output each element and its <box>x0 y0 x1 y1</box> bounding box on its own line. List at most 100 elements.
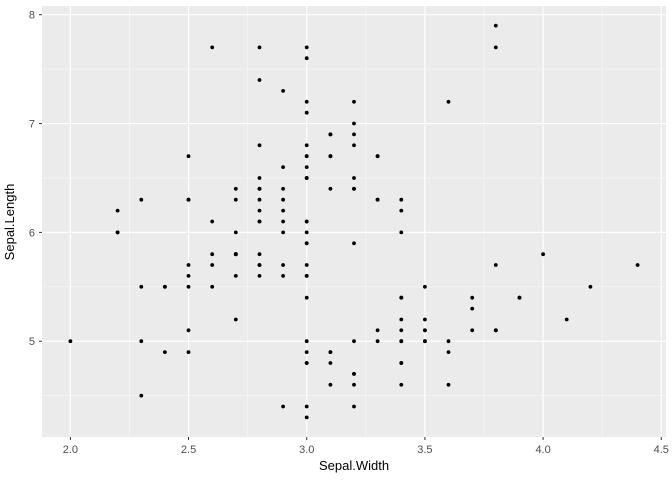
data-point <box>233 230 238 235</box>
data-point <box>423 339 427 344</box>
data-point <box>399 197 404 202</box>
data-point <box>68 339 73 344</box>
data-point <box>352 176 356 180</box>
data-point <box>186 263 191 267</box>
data-point <box>233 186 238 191</box>
data-point <box>352 382 356 387</box>
data-point <box>186 284 191 289</box>
data-point <box>375 328 380 333</box>
data-point <box>210 252 215 257</box>
data-point <box>281 404 285 409</box>
data-point <box>328 154 333 159</box>
data-point <box>210 263 215 267</box>
data-point <box>186 350 191 354</box>
data-point <box>304 295 309 300</box>
data-point <box>352 339 356 344</box>
data-point <box>304 274 309 278</box>
y-tick-label: 8 <box>29 10 35 22</box>
data-point <box>304 56 309 61</box>
data-point <box>352 99 356 104</box>
data-point <box>257 143 262 148</box>
data-point <box>281 208 285 213</box>
data-point <box>352 132 356 137</box>
data-point <box>328 186 333 191</box>
x-tick-label: 3.5 <box>417 444 432 456</box>
data-point <box>304 154 309 159</box>
data-point <box>517 295 522 300</box>
data-point <box>446 99 451 104</box>
data-point <box>399 295 404 300</box>
data-point <box>304 110 309 115</box>
data-point <box>399 230 404 235</box>
data-point <box>399 339 404 344</box>
data-point <box>257 45 262 50</box>
data-point <box>328 361 333 365</box>
data-point <box>635 263 640 267</box>
data-point <box>233 274 238 278</box>
data-point <box>257 219 262 224</box>
data-point <box>304 241 309 246</box>
data-point <box>257 274 262 278</box>
data-point <box>210 45 215 50</box>
data-point <box>139 197 144 202</box>
y-tick-label: 6 <box>29 227 35 239</box>
data-point <box>115 230 120 235</box>
x-tick-label: 4.0 <box>535 444 550 456</box>
data-point <box>446 382 451 387</box>
data-point <box>352 121 356 126</box>
data-point <box>257 263 262 267</box>
data-point <box>115 208 120 213</box>
data-point <box>186 328 191 333</box>
data-point <box>304 339 309 344</box>
data-point <box>375 154 380 159</box>
x-tick-label: 2.0 <box>63 444 78 456</box>
y-axis-label: Sepal.Length <box>2 184 17 261</box>
data-point <box>446 350 451 354</box>
data-point <box>588 284 593 289</box>
data-point <box>304 176 309 180</box>
data-point <box>352 143 356 148</box>
data-point <box>257 78 262 82</box>
data-point <box>399 317 404 322</box>
data-point <box>541 252 545 257</box>
data-point <box>304 404 309 409</box>
data-point <box>352 404 356 409</box>
data-point <box>257 252 262 257</box>
data-point <box>163 284 167 289</box>
data-point <box>281 165 285 170</box>
data-point <box>281 197 285 202</box>
data-point <box>186 197 191 202</box>
data-point <box>352 186 356 191</box>
data-point <box>281 186 285 191</box>
data-point <box>139 284 144 289</box>
data-point <box>423 284 427 289</box>
data-point <box>470 295 475 300</box>
data-point <box>304 415 309 420</box>
data-point <box>257 186 262 191</box>
data-point <box>233 252 238 257</box>
data-point <box>186 154 191 159</box>
data-point <box>399 361 404 365</box>
y-tick-label: 5 <box>29 336 35 348</box>
data-point <box>304 219 309 224</box>
data-point <box>281 263 285 267</box>
data-point <box>186 274 191 278</box>
data-point <box>493 45 498 50</box>
data-point <box>281 230 285 235</box>
data-point <box>304 45 309 50</box>
data-point <box>281 89 285 93</box>
data-point <box>304 350 309 354</box>
data-point <box>399 208 404 213</box>
data-point <box>375 339 380 344</box>
data-point <box>304 99 309 104</box>
data-point <box>375 197 380 202</box>
data-point <box>328 382 333 387</box>
data-point <box>304 230 309 235</box>
data-point <box>352 241 356 246</box>
data-point <box>210 284 215 289</box>
data-point <box>233 197 238 202</box>
data-point <box>328 132 333 137</box>
data-point <box>257 208 262 213</box>
